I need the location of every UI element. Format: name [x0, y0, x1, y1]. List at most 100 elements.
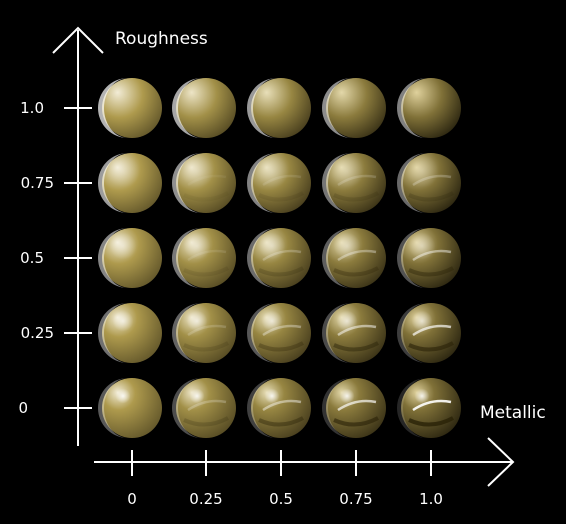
sphere-reflection: [187, 249, 227, 262]
material-sphere: [322, 153, 386, 213]
sphere-reflection: [408, 266, 454, 277]
metallic-tick-label: 0.5: [269, 490, 293, 508]
material-sphere: [247, 228, 311, 288]
material-sphere: [322, 78, 386, 138]
sphere-specular: [251, 153, 311, 213]
roughness-axis: [52, 26, 104, 446]
sphere-rim-light: [397, 78, 427, 138]
sphere-rim-light: [322, 303, 352, 363]
sphere-reflection: [262, 324, 302, 337]
sphere-grid: [98, 78, 461, 438]
material-sphere: [98, 378, 162, 438]
sphere-reflection: [262, 174, 302, 187]
sphere-specular: [251, 378, 311, 438]
sphere-reflection: [183, 416, 229, 427]
sphere-rim-light: [98, 303, 128, 363]
material-sphere: [322, 303, 386, 363]
material-sphere: [247, 303, 311, 363]
sphere-reflection: [262, 249, 302, 262]
roughness-tick-label: 0: [18, 399, 28, 417]
sphere-reflection: [337, 324, 377, 337]
roughness-tick-label: 1.0: [20, 99, 44, 117]
sphere-rim-light: [322, 228, 352, 288]
sphere-rim-light: [172, 153, 202, 213]
sphere-rim-light: [397, 303, 427, 363]
sphere-rim-light: [172, 378, 202, 438]
metallic-axis: [94, 437, 515, 487]
material-sphere: [172, 303, 236, 363]
sphere-reflection: [187, 324, 227, 337]
sphere-rim-light: [397, 378, 427, 438]
sphere-reflection: [258, 416, 304, 427]
metallic-tick-label: 1.0: [419, 490, 443, 508]
metallic-axis-title: Metallic: [480, 403, 546, 423]
sphere-specular: [251, 228, 311, 288]
sphere-specular: [102, 378, 162, 438]
sphere-specular: [176, 78, 236, 138]
sphere-reflection: [408, 191, 454, 202]
sphere-reflection: [412, 249, 452, 262]
metallic-axis-arrowhead: [487, 437, 515, 487]
material-sphere: [172, 78, 236, 138]
sphere-rim-light: [247, 153, 277, 213]
sphere-reflection: [187, 399, 227, 412]
material-sphere: [98, 228, 162, 288]
sphere-reflection: [333, 266, 379, 277]
sphere-specular: [176, 153, 236, 213]
sphere-specular: [326, 153, 386, 213]
material-sphere: [247, 378, 311, 438]
sphere-specular: [176, 378, 236, 438]
sphere-rim-light: [172, 78, 202, 138]
roughness-tick-label: 0.25: [21, 324, 54, 342]
sphere-rim-light: [247, 228, 277, 288]
material-sphere: [397, 228, 461, 288]
sphere-reflection: [187, 174, 227, 187]
sphere-specular: [401, 153, 461, 213]
sphere-reflection: [183, 266, 229, 277]
sphere-reflection: [412, 399, 452, 412]
material-sphere: [322, 378, 386, 438]
sphere-rim-light: [322, 153, 352, 213]
roughness-tick-label: 0.5: [20, 249, 44, 267]
material-sphere: [397, 78, 461, 138]
sphere-rim-light: [247, 378, 277, 438]
sphere-reflection: [183, 341, 229, 352]
sphere-specular: [176, 303, 236, 363]
roughness-axis-arrowhead: [52, 26, 104, 54]
sphere-rim-light: [397, 228, 427, 288]
sphere-specular: [401, 78, 461, 138]
roughness-tick-label: 0.75: [21, 174, 54, 192]
sphere-reflection: [408, 341, 454, 352]
sphere-rim-light: [98, 378, 128, 438]
sphere-specular: [326, 78, 386, 138]
sphere-reflection: [258, 266, 304, 277]
sphere-reflection: [337, 174, 377, 187]
sphere-reflection: [412, 174, 452, 187]
material-sphere: [397, 303, 461, 363]
sphere-specular: [102, 303, 162, 363]
sphere-rim-light: [247, 303, 277, 363]
sphere-reflection: [333, 191, 379, 202]
sphere-reflection: [337, 399, 377, 412]
material-sphere: [172, 153, 236, 213]
sphere-rim-light: [172, 303, 202, 363]
sphere-specular: [401, 303, 461, 363]
sphere-reflection: [183, 191, 229, 202]
sphere-reflection: [408, 416, 454, 427]
sphere-specular: [251, 303, 311, 363]
sphere-specular: [251, 78, 311, 138]
sphere-reflection: [412, 324, 452, 337]
material-sphere: [172, 378, 236, 438]
sphere-reflection: [337, 249, 377, 262]
material-sphere: [98, 303, 162, 363]
sphere-rim-light: [247, 78, 277, 138]
sphere-reflection: [258, 341, 304, 352]
sphere-reflection: [333, 341, 379, 352]
material-sphere: [247, 153, 311, 213]
material-sphere: [397, 378, 461, 438]
sphere-reflection: [333, 416, 379, 427]
roughness-axis-title: Roughness: [115, 29, 208, 49]
material-sphere: [322, 228, 386, 288]
material-sphere: [98, 78, 162, 138]
